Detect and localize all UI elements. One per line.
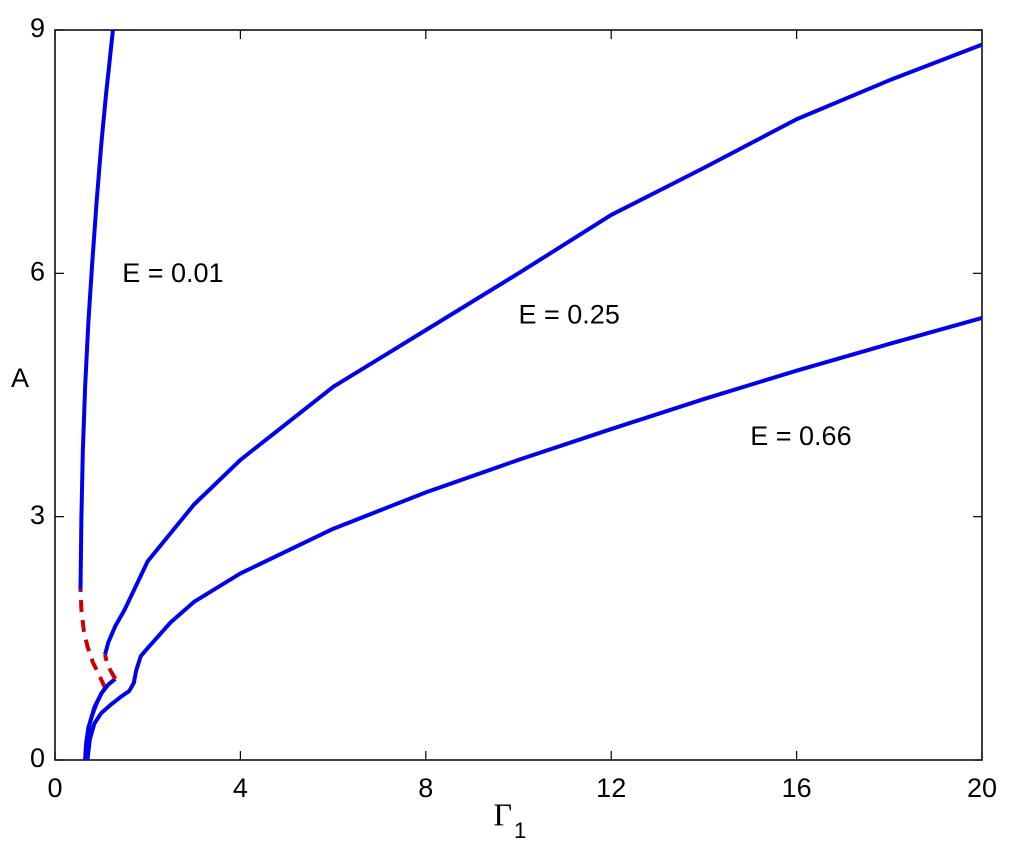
x-tick-label: 4 (233, 773, 248, 803)
curve (78, 29, 115, 590)
curve (83, 677, 117, 761)
curve (78, 589, 107, 689)
annotation: E = 0.25 (519, 299, 620, 329)
curve (103, 42, 983, 656)
annotation: E = 0.01 (122, 258, 223, 288)
plot-frame (54, 29, 983, 761)
x-tick-label: 8 (418, 773, 433, 803)
x-tick-label: 16 (782, 773, 812, 803)
curve (85, 316, 983, 761)
y-tick-label: 6 (30, 256, 45, 286)
x-axis-label: Γ (494, 796, 513, 832)
x-axis-label-subscript: 1 (514, 818, 526, 843)
x-tick-label: 20 (967, 773, 997, 803)
curve (103, 654, 117, 680)
x-tick-label: 12 (596, 773, 626, 803)
x-tick-label: 0 (47, 773, 62, 803)
y-tick-label: 0 (30, 743, 45, 773)
y-tick-label: 9 (30, 13, 45, 43)
annotation: E = 0.66 (750, 421, 851, 451)
y-axis-label: A (11, 363, 29, 393)
y-tick-label: 3 (30, 500, 45, 530)
